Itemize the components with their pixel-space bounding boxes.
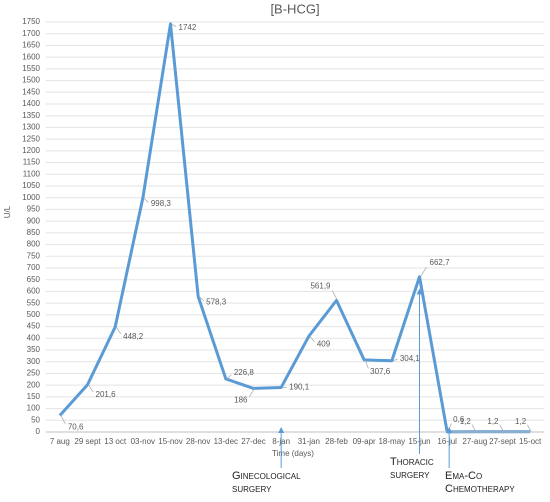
x-axis-label: Time (days) [272,449,314,458]
label-leader [527,424,532,432]
y-tick-label: 1600 [22,52,40,61]
y-tick-label: 400 [27,333,41,342]
x-tick-label: 15-oct [519,437,542,446]
x-tick-label: 28-nov [186,437,210,446]
label-leader [226,374,232,380]
data-label: 662,7 [430,258,451,267]
label-leader [249,388,255,398]
data-label: 201,6 [96,390,117,399]
label-leader [88,384,94,392]
chart-title: [B-HCG] [270,1,319,16]
y-tick-label: 150 [27,392,41,401]
y-tick-label: 1450 [22,87,40,96]
y-tick-label: 0 [36,427,41,436]
data-label: 561,9 [310,281,331,290]
x-tick-label: 15-nov [158,437,182,446]
y-tick-label: 1050 [22,181,40,190]
label-leader [364,359,369,369]
y-tick-label: 100 [27,404,41,413]
data-label: 226,8 [234,368,255,377]
annotation: Ginecological surgery [232,470,301,495]
x-tick-label: 27-sept [489,437,516,446]
y-tick-label: 600 [27,287,41,296]
y-tick-label: 700 [27,263,41,272]
y-tick-label: 950 [27,205,41,214]
label-leader [198,296,205,301]
data-label: 578,3 [206,298,227,307]
y-tick-label: 1650 [22,41,40,50]
label-leader [60,415,66,425]
y-tick-label: 1300 [22,123,40,132]
label-leader [420,266,427,277]
data-label: 186 [234,396,248,405]
x-tick-label: 31-jan [298,437,320,446]
data-label: 70,6 [68,423,84,432]
data-label: 998,3 [151,199,172,208]
label-leader [115,326,122,335]
y-tick-label: 750 [27,251,41,260]
data-label: 409 [317,339,331,348]
y-tick-label: 1750 [22,17,40,26]
y-axis-label: U/L [3,205,12,218]
data-label: 307,6 [370,367,391,376]
data-label: 448,2 [123,332,144,341]
data-label: 1,2 [460,417,472,426]
y-tick-label: 1400 [22,99,40,108]
y-tick-label: 350 [27,345,41,354]
x-tick-label: 7 aug [50,437,70,446]
y-tick-label: 800 [27,240,41,249]
data-label: 190,1 [289,383,310,392]
y-tick-label: 50 [31,415,40,424]
data-label: 0,6 [453,415,465,424]
y-tick-label: 1250 [22,134,40,143]
annotation: Thoracic surgery [390,456,434,481]
y-tick-label: 450 [27,322,41,331]
data-label: 1,2 [515,417,527,426]
data-label: 304,1 [400,354,421,363]
y-tick-label: 300 [27,357,41,366]
label-leader [143,197,149,203]
label-leader [331,290,338,301]
x-tick-label: 13-dec [214,437,238,446]
x-tick-label: 29 sept [74,437,101,446]
y-tick-label: 1200 [22,146,40,155]
x-tick-label: 16-jul [437,437,457,446]
data-line [58,22,531,434]
x-tick-label: 13 oct [104,437,127,446]
y-tick-label: 1500 [22,76,40,85]
label-leader [471,424,477,432]
y-tick-label: 1000 [22,193,40,202]
y-tick-label: 200 [27,380,41,389]
y-tick-label: 550 [27,298,41,307]
label-leader [171,23,177,27]
y-tick-label: 1550 [22,64,40,73]
x-tick-label: 03-nov [131,437,155,446]
label-leader [392,359,398,362]
annotation: Ema-Co Chemotherapy [445,470,515,495]
y-tick-label: 1150 [23,158,41,167]
x-tick-label: 28-feb [325,437,348,446]
y-tick-label: 1100 [23,169,41,178]
y-tick-label: 1350 [22,111,40,120]
x-tick-label: 27-aug [462,437,487,446]
x-tick-label: 09-apr [353,437,376,446]
y-tick-label: 850 [27,228,41,237]
data-label: 1742 [179,23,197,32]
y-tick-label: 650 [27,275,41,284]
y-tick-label: 500 [27,310,41,319]
y-tick-label: 1700 [22,29,40,38]
y-tick-label: 900 [27,216,41,225]
x-tick-label: 18-may [378,437,405,446]
data-label: 1,2 [487,417,499,426]
y-tick-label: 250 [27,369,41,378]
x-tick-label: 27-dec [241,437,265,446]
label-leader [309,335,315,342]
label-leader [499,424,504,432]
